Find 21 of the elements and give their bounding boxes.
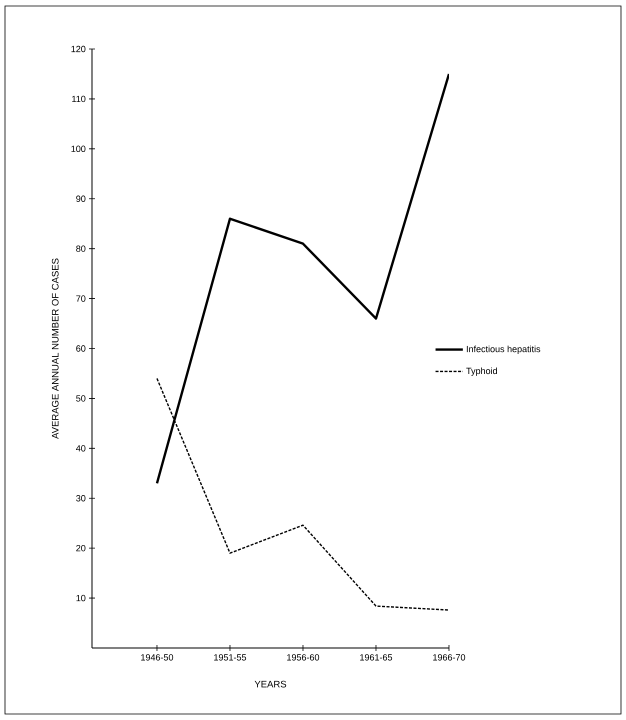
y-tick-label: 80: [76, 245, 86, 252]
x-tick-label: 1961-65: [360, 654, 392, 661]
y-tick-label: 110: [72, 96, 86, 102]
y-tick-label: 120: [71, 46, 86, 52]
legend-label: Typhoid: [466, 367, 497, 376]
y-tick-label: 30: [76, 495, 86, 502]
x-tick-label: 1956-60: [287, 654, 320, 661]
x-tick-label: 1946-50: [141, 654, 174, 661]
y-tick-label: 70: [76, 295, 86, 302]
y-tick-label: 20: [76, 544, 86, 552]
x-tick-label: 1966-70: [433, 654, 466, 661]
y-tick-label: 50: [76, 395, 86, 402]
y-tick-label: 10: [76, 594, 86, 602]
y-axis-title: AVERAGE ANNUAL NUMBER OF CASES: [52, 258, 59, 439]
y-tick-label: 40: [76, 445, 86, 452]
y-tick-label: 60: [76, 345, 86, 352]
y-tick-label: 100: [71, 146, 86, 152]
x-axis-title: YEARS: [254, 680, 286, 688]
legend-label: Infectious hepatitis: [466, 346, 540, 354]
y-tick-label: 90: [76, 196, 86, 202]
x-tick-label: 1951-55: [214, 654, 246, 661]
